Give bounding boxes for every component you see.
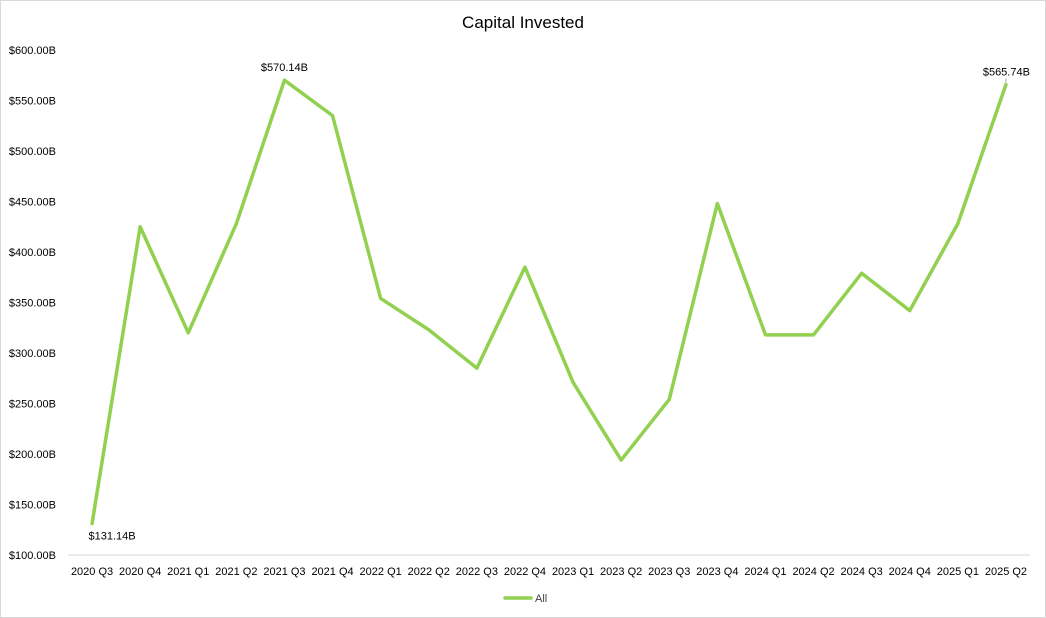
- y-tick-label: $150.00B: [9, 500, 56, 512]
- y-axis-ticks: $100.00B $150.00B $200.00B $250.00B $300.00B…: [9, 45, 56, 562]
- x-tick-label: 2023 Q1: [552, 566, 594, 578]
- data-labels: $131.14B $570.14B $565.74B: [88, 62, 1029, 542]
- data-point: [715, 202, 719, 206]
- x-tick-label: 2024 Q2: [792, 566, 834, 578]
- chart-title: Capital Invested: [462, 13, 584, 32]
- x-tick-label: 2024 Q1: [744, 566, 786, 578]
- data-point: [186, 331, 190, 335]
- y-tick-label: $300.00B: [9, 348, 56, 360]
- x-tick-label: 2025 Q2: [985, 566, 1027, 578]
- x-tick-label: 2020 Q4: [119, 566, 161, 578]
- data-label: $131.14B: [88, 531, 135, 543]
- y-tick-label: $450.00B: [9, 197, 56, 209]
- data-point: [282, 78, 286, 82]
- x-tick-label: 2023 Q2: [600, 566, 642, 578]
- x-tick-label: 2021 Q1: [167, 566, 209, 578]
- data-point: [619, 458, 623, 462]
- data-point: [908, 309, 912, 313]
- data-point: [90, 522, 94, 526]
- x-axis-ticks: 2020 Q3 2020 Q4 2021 Q1 2021 Q2 2021 Q3 2021 …: [71, 566, 1027, 578]
- y-tick-label: $600.00B: [9, 45, 56, 57]
- series-group: [90, 78, 1008, 526]
- legend: All: [503, 593, 547, 605]
- y-tick-label: $500.00B: [9, 146, 56, 158]
- data-point: [138, 225, 142, 229]
- series-line: [90, 78, 1008, 526]
- data-point: [379, 296, 383, 300]
- data-point: [667, 397, 671, 401]
- y-tick-label: $400.00B: [9, 247, 56, 259]
- data-point: [1004, 83, 1008, 87]
- x-tick-label: 2025 Q1: [937, 566, 979, 578]
- data-point: [860, 271, 864, 275]
- data-point: [475, 366, 479, 370]
- x-tick-label: 2020 Q3: [71, 566, 113, 578]
- x-tick-label: 2021 Q2: [215, 566, 257, 578]
- x-tick-label: 2021 Q3: [263, 566, 305, 578]
- data-point: [427, 328, 431, 332]
- data-point: [234, 222, 238, 226]
- x-tick-label: 2023 Q3: [648, 566, 690, 578]
- data-point: [956, 222, 960, 226]
- data-point: [571, 380, 575, 384]
- data-point: [523, 265, 527, 269]
- x-tick-label: 2022 Q3: [456, 566, 498, 578]
- data-label: $565.74B: [983, 67, 1030, 79]
- data-label: $570.14B: [261, 62, 308, 74]
- y-tick-label: $550.00B: [9, 96, 56, 108]
- x-tick-label: 2023 Q4: [696, 566, 738, 578]
- x-tick-label: 2022 Q4: [504, 566, 546, 578]
- data-point: [331, 114, 335, 118]
- y-tick-label: $100.00B: [9, 550, 56, 562]
- y-tick-label: $200.00B: [9, 449, 56, 461]
- x-tick-label: 2022 Q2: [408, 566, 450, 578]
- x-tick-label: 2024 Q3: [841, 566, 883, 578]
- x-tick-label: 2021 Q4: [311, 566, 353, 578]
- y-tick-label: $250.00B: [9, 399, 56, 411]
- data-point: [763, 333, 767, 337]
- x-tick-label: 2022 Q1: [360, 566, 402, 578]
- y-tick-label: $350.00B: [9, 298, 56, 310]
- x-tick-label: 2024 Q4: [889, 566, 931, 578]
- data-point: [812, 333, 816, 337]
- legend-label: All: [535, 593, 547, 605]
